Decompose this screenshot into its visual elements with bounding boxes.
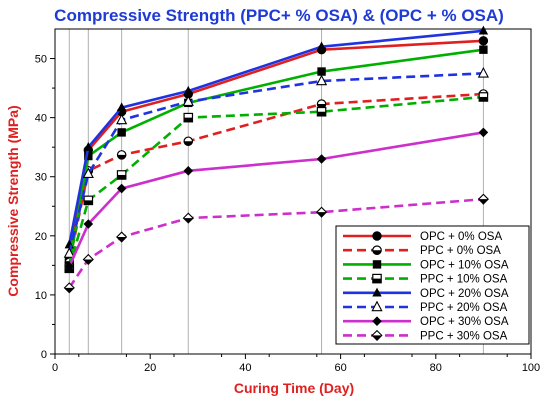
y-tick-label: 40 — [35, 113, 47, 125]
x-tick-label: 100 — [522, 362, 540, 374]
legend-marker — [372, 245, 382, 255]
legend-marker — [372, 231, 382, 241]
y-axis-label: Compressive Strength (MPa) — [5, 105, 21, 296]
x-tick-label: 40 — [239, 362, 251, 374]
data-point — [183, 136, 194, 147]
data-point — [117, 128, 126, 137]
data-point — [315, 206, 328, 218]
data-point — [477, 193, 489, 205]
series-line-8 — [68, 197, 484, 289]
data-point — [82, 253, 94, 266]
legend-marker — [372, 260, 382, 269]
legend-label: OPC + 30% OSA — [420, 316, 509, 328]
chart-title: Compressive Strength (PPC+ % OSA) & (OPC… — [54, 6, 504, 25]
legend-label: OPC + 0% OSA — [420, 231, 502, 243]
data-point — [83, 195, 94, 206]
legend-marker — [371, 329, 383, 341]
x-tick-label: 80 — [430, 362, 442, 374]
data-point — [316, 106, 327, 117]
legend-label: PPC + 30% OSA — [420, 330, 508, 342]
data-point — [316, 41, 327, 51]
x-tick-label: 20 — [144, 362, 156, 374]
y-tick-label: 10 — [35, 290, 47, 302]
data-point — [116, 102, 127, 112]
data-point — [478, 25, 489, 35]
data-point — [64, 261, 75, 272]
data-point — [83, 219, 94, 229]
data-point — [478, 127, 489, 138]
legend-label: PPC + 20% OSA — [420, 302, 508, 314]
data-point — [63, 247, 75, 258]
y-tick-label: 50 — [35, 54, 47, 66]
data-point — [183, 166, 194, 176]
legend-box — [335, 225, 530, 345]
data-point — [83, 141, 94, 151]
series-line-7 — [68, 131, 484, 268]
series-line-2 — [68, 92, 484, 263]
data-point — [116, 183, 127, 194]
legend-label: OPC + 20% OSA — [420, 288, 509, 300]
data-point — [84, 151, 93, 161]
data-point — [477, 66, 490, 78]
data-point — [478, 92, 489, 102]
legend: OPC + 0% OSA PPC + 0% OSA OPC + 10% OSA PPC… — [335, 225, 530, 345]
legend-marker — [372, 287, 382, 297]
legend-label: PPC + 0% OSA — [420, 245, 501, 257]
data-point — [183, 85, 193, 95]
data-point — [182, 212, 194, 224]
data-point — [316, 154, 327, 164]
data-point — [478, 36, 489, 46]
data-point — [116, 150, 127, 160]
data-point — [63, 282, 75, 294]
data-point — [182, 95, 194, 106]
data-point — [315, 74, 328, 86]
y-tick-label: 20 — [35, 231, 47, 243]
x-tick-label: 0 — [52, 362, 58, 374]
data-point — [82, 167, 94, 179]
data-point — [116, 231, 128, 243]
x-tick-label: 60 — [334, 362, 346, 374]
data-point — [317, 67, 326, 76]
legend-label: OPC + 10% OSA — [420, 259, 509, 271]
data-point — [183, 112, 194, 123]
data-point — [316, 99, 327, 109]
legend-label: PPC + 10% OSA — [420, 274, 508, 286]
series-line-4 — [68, 95, 484, 269]
data-point — [479, 45, 488, 54]
y-tick-label: 0 — [41, 349, 47, 361]
plot-frame — [54, 28, 532, 355]
data-point — [116, 113, 128, 125]
x-axis-label: Curing Time (Day) — [234, 380, 354, 396]
legend-marker — [372, 273, 382, 284]
legend-marker — [372, 316, 382, 326]
y-tick-label: 30 — [35, 172, 47, 184]
legend-marker — [371, 300, 383, 312]
series-line-5 — [68, 29, 484, 245]
data-point — [116, 170, 127, 180]
